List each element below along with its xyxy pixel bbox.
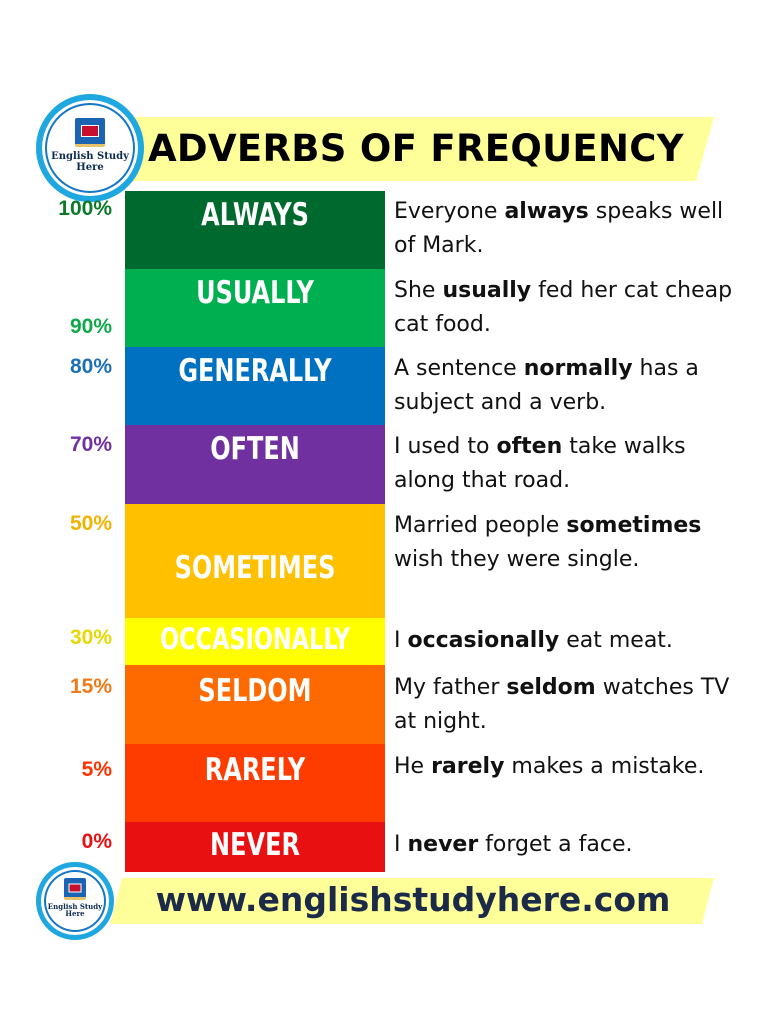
example-text: has a subject and a verb. bbox=[394, 356, 699, 415]
example-sentence: I never forget a face. bbox=[394, 828, 734, 862]
example-adverb: normally bbox=[523, 356, 633, 381]
frequency-color-band bbox=[125, 191, 385, 269]
example-sentence: A sentence normally has a subject and a … bbox=[394, 352, 734, 420]
frequency-percent: 70% bbox=[69, 433, 112, 456]
example-text: I bbox=[394, 628, 408, 653]
frequency-row: 5% RARELY He rarely makes a mistake. bbox=[0, 744, 768, 822]
logo-text: English Study Here bbox=[42, 151, 138, 173]
english-study-here-logo: English Study Here bbox=[36, 94, 144, 202]
frequency-percent: 15% bbox=[69, 675, 112, 698]
frequency-color-band bbox=[125, 822, 385, 872]
footer-banner bbox=[110, 878, 714, 924]
example-text: fed her cat cheap cat food. bbox=[394, 278, 733, 337]
frequency-percent: 30% bbox=[69, 626, 112, 649]
example-text: He bbox=[394, 754, 432, 779]
adverb-label: ALWAYS bbox=[201, 197, 309, 233]
example-text: I bbox=[394, 832, 408, 857]
example-sentence: I occasionally eat meat. bbox=[394, 624, 734, 658]
example-text: wish they were single. bbox=[394, 547, 640, 572]
example-text: Everyone bbox=[394, 199, 505, 224]
example-text: Married people bbox=[394, 513, 567, 538]
example-adverb: rarely bbox=[431, 754, 505, 779]
frequency-color-band bbox=[125, 269, 385, 347]
example-sentence: She usually fed her cat cheap cat food. bbox=[394, 274, 734, 342]
frequency-percent: 100% bbox=[58, 197, 112, 220]
frequency-row: 80% GENERALLY A sentence normally has a su… bbox=[0, 347, 768, 425]
example-text: My father bbox=[394, 675, 507, 700]
book-icon bbox=[75, 118, 105, 147]
example-text: She bbox=[394, 278, 443, 303]
frequency-color-band bbox=[125, 504, 385, 618]
adverb-label: RARELY bbox=[204, 752, 306, 788]
frequency-color-band bbox=[125, 665, 385, 744]
book-icon bbox=[64, 878, 86, 900]
frequency-percent: 50% bbox=[69, 512, 112, 535]
adverb-label: OFTEN bbox=[210, 431, 300, 467]
example-text: makes a mistake. bbox=[504, 754, 705, 779]
frequency-percent: 90% bbox=[69, 315, 112, 338]
frequency-row: 100% ALWAYS Everyone always speaks well of… bbox=[0, 191, 768, 269]
frequency-percent: 0% bbox=[81, 830, 112, 853]
example-adverb: sometimes bbox=[566, 513, 702, 538]
example-text: eat meat. bbox=[559, 628, 673, 653]
example-sentence: He rarely makes a mistake. bbox=[394, 750, 734, 784]
adverb-label: SELDOM bbox=[198, 673, 312, 709]
example-text: speaks well of Mark. bbox=[394, 199, 724, 258]
example-sentence: My father seldom watches TV at night. bbox=[394, 671, 734, 739]
example-text: A sentence bbox=[394, 356, 524, 381]
example-adverb: always bbox=[504, 199, 589, 224]
adverb-label: SOMETIMES bbox=[174, 550, 336, 586]
example-text: I used to bbox=[394, 434, 497, 459]
example-text: take walks along that road. bbox=[394, 434, 686, 493]
frequency-row: 70% OFTEN I used to often take walks along… bbox=[0, 425, 768, 504]
example-adverb: often bbox=[496, 434, 563, 459]
frequency-row: 50% SOMETIMES Married people sometimes wis… bbox=[0, 504, 768, 618]
example-text: forget a face. bbox=[478, 832, 633, 857]
frequency-percent: 80% bbox=[69, 355, 112, 378]
frequency-color-band bbox=[125, 618, 385, 665]
footer-website-url: www.englishstudyhere.com bbox=[155, 880, 671, 919]
adverb-label: NEVER bbox=[210, 827, 300, 863]
example-adverb: seldom bbox=[506, 675, 596, 700]
logo-text: English Study Here bbox=[41, 903, 109, 918]
example-text: watches TV at night. bbox=[394, 675, 730, 734]
adverb-label: GENERALLY bbox=[178, 353, 332, 389]
frequency-color-band bbox=[125, 744, 385, 822]
example-adverb: occasionally bbox=[407, 628, 560, 653]
logo-text-line1: English Study bbox=[47, 902, 103, 911]
title-banner bbox=[118, 117, 714, 181]
logo-text-line2: Here bbox=[76, 161, 104, 173]
uk-flag-icon bbox=[69, 884, 81, 891]
adverb-label: OCCASIONALLY bbox=[159, 622, 351, 656]
adverb-label: USUALLY bbox=[196, 275, 314, 311]
example-adverb: never bbox=[407, 832, 479, 857]
frequency-row: 30% OCCASIONALLY I occasionally eat meat. bbox=[0, 618, 768, 665]
frequency-row: 15% SELDOM My father seldom watches TV at … bbox=[0, 665, 768, 744]
english-study-here-logo-footer: English Study Here bbox=[36, 862, 114, 940]
example-sentence: Married people sometimes wish they were … bbox=[394, 509, 734, 577]
uk-flag-icon bbox=[82, 126, 98, 136]
frequency-row: 90% USUALLY She usually fed her cat cheap … bbox=[0, 269, 768, 347]
frequency-row: 0% NEVER I never forget a face. bbox=[0, 822, 768, 872]
example-adverb: usually bbox=[442, 278, 532, 303]
frequency-percent: 5% bbox=[81, 758, 112, 781]
logo-text-line1: English Study bbox=[51, 151, 129, 162]
example-sentence: Everyone always speaks well of Mark. bbox=[394, 195, 734, 263]
logo-text-line2: Here bbox=[65, 909, 85, 919]
example-sentence: I used to often take walks along that ro… bbox=[394, 430, 734, 498]
frequency-color-band bbox=[125, 425, 385, 504]
page-title: ADVERBS OF FREQUENCY bbox=[148, 127, 684, 170]
frequency-color-band bbox=[125, 347, 385, 425]
